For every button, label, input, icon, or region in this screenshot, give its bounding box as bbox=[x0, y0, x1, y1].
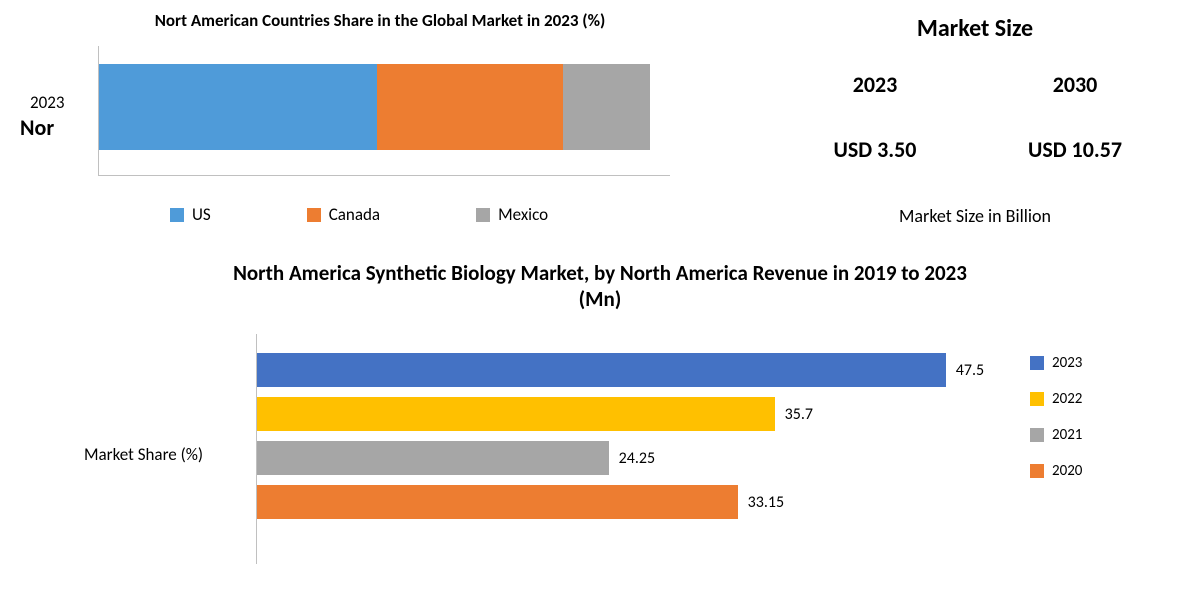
legend-swatch-icon bbox=[1030, 356, 1044, 370]
legend-item-canada: Canada bbox=[307, 204, 380, 225]
legend-swatch-icon bbox=[476, 208, 490, 222]
legend-label: Mexico bbox=[498, 204, 548, 225]
x-axis-line bbox=[98, 175, 670, 176]
market-size-year: 2023 bbox=[785, 71, 965, 98]
revenue-bars: 47.5 35.7 24.25 33.15 bbox=[257, 352, 984, 528]
legend-item-mexico: Mexico bbox=[476, 204, 548, 225]
bar-row-2022: 35.7 bbox=[257, 396, 984, 432]
legend-swatch-icon bbox=[1030, 428, 1044, 442]
bar-value-label: 35.7 bbox=[785, 405, 813, 424]
legend-label: 2023 bbox=[1052, 354, 1082, 372]
legend-swatch-icon bbox=[170, 208, 184, 222]
bar-value-label: 33.15 bbox=[748, 493, 784, 512]
bar-value-label: 24.25 bbox=[619, 449, 655, 468]
countries-share-plot: 2023 Nor bbox=[20, 46, 740, 176]
market-size-col-2030: 2030 USD 10.57 bbox=[985, 71, 1165, 163]
revenue-chart-title: North America Synthetic Biology Market, … bbox=[210, 260, 990, 312]
legend-label: US bbox=[192, 204, 211, 225]
countries-share-ytick2: Nor bbox=[20, 114, 54, 141]
bar-row-2020: 33.15 bbox=[257, 484, 984, 520]
legend-item-2020: 2020 bbox=[1030, 462, 1082, 480]
countries-share-legend: US Canada Mexico bbox=[170, 204, 740, 225]
segment-mexico bbox=[563, 64, 650, 150]
segment-us bbox=[99, 64, 377, 150]
legend-item-us: US bbox=[170, 204, 211, 225]
revenue-chart-plot: Market Share (%) 47.5 35.7 24.25 33.15 2023… bbox=[20, 334, 1180, 564]
market-size-col-2023: 2023 USD 3.50 bbox=[785, 71, 965, 163]
countries-share-ytick: 2023 bbox=[30, 92, 64, 113]
legend-swatch-icon bbox=[1030, 464, 1044, 478]
revenue-chart: North America Synthetic Biology Market, … bbox=[20, 260, 1180, 600]
legend-label: Canada bbox=[329, 204, 380, 225]
bar-2021 bbox=[257, 441, 609, 475]
revenue-chart-ylabel: Market Share (%) bbox=[84, 444, 203, 465]
legend-item-2022: 2022 bbox=[1030, 390, 1082, 408]
market-size-panel: Market Size 2023 USD 3.50 2030 USD 10.57… bbox=[775, 0, 1175, 255]
countries-share-chart: Nort American Countries Share in the Glo… bbox=[20, 0, 740, 255]
legend-swatch-icon bbox=[307, 208, 321, 222]
bar-2023 bbox=[257, 353, 946, 387]
countries-share-title: Nort American Countries Share in the Glo… bbox=[20, 10, 740, 32]
legend-label: 2022 bbox=[1052, 390, 1082, 408]
stacked-bar bbox=[99, 64, 650, 150]
legend-item-2023: 2023 bbox=[1030, 354, 1082, 372]
bar-2020 bbox=[257, 485, 738, 519]
legend-label: 2021 bbox=[1052, 426, 1082, 444]
segment-canada bbox=[377, 64, 563, 150]
bar-2022 bbox=[257, 397, 775, 431]
market-size-caption: Market Size in Billion bbox=[775, 205, 1175, 227]
bar-row-2023: 47.5 bbox=[257, 352, 984, 388]
market-size-columns: 2023 USD 3.50 2030 USD 10.57 bbox=[775, 71, 1175, 163]
market-size-value: USD 3.50 bbox=[785, 136, 965, 163]
market-size-value: USD 10.57 bbox=[985, 136, 1165, 163]
market-size-title: Market Size bbox=[775, 14, 1175, 43]
bar-value-label: 47.5 bbox=[956, 361, 984, 380]
bar-row-2021: 24.25 bbox=[257, 440, 984, 476]
legend-label: 2020 bbox=[1052, 462, 1082, 480]
market-size-year: 2030 bbox=[985, 71, 1165, 98]
legend-item-2021: 2021 bbox=[1030, 426, 1082, 444]
revenue-legend: 2023 2022 2021 2020 bbox=[1030, 354, 1082, 498]
legend-swatch-icon bbox=[1030, 392, 1044, 406]
